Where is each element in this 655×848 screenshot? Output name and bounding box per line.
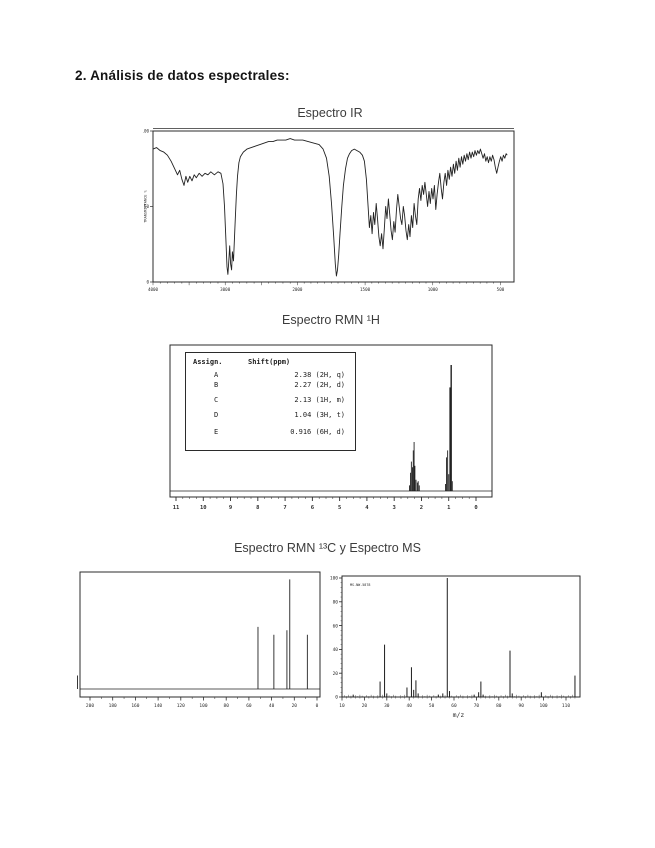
ms-x-tick-label: 40 — [406, 703, 412, 709]
ir-x-tick-label: 1500 — [360, 287, 371, 292]
c13-x-tick-label: 140 — [154, 703, 162, 709]
nmr-table-header-shift: Shift(ppm) — [248, 358, 291, 366]
c13-x-tick-label: 120 — [177, 703, 185, 709]
h1-x-tick-label: 3 — [393, 505, 396, 511]
c13-x-tick-label: 180 — [109, 703, 117, 709]
ms-x-tick-label: 100 — [540, 703, 548, 709]
h1-x-tick-label: 1 — [447, 505, 451, 511]
ir-y-tick-label: 100 — [143, 129, 149, 134]
ir-x-tick-label: 4000 — [148, 287, 159, 292]
ms-y-tick-label: 0 — [335, 695, 338, 701]
ir-y-tick-label: 0 — [146, 280, 149, 285]
ir-section-title: Espectro IR — [297, 106, 363, 120]
nmr-table-shift: 2.13 (1H, m) — [294, 396, 345, 404]
ms-y-tick-label: 20 — [333, 671, 339, 677]
h1-x-tick-label: 9 — [229, 505, 232, 511]
h1-x-tick-label: 10 — [200, 505, 207, 511]
c13nmr-spectrum-figure: 200 180 160 140 120 100 80 60 40 20 0 — [76, 570, 324, 715]
ms-plot-border — [341, 575, 581, 698]
ms-x-tick-label: 30 — [384, 703, 390, 709]
h1-x-tick-label: 5 — [338, 505, 341, 511]
h1-x-tick-label: 8 — [256, 505, 259, 511]
c13-x-tick-label: 200 — [86, 703, 94, 709]
c13-plot-border — [79, 571, 321, 698]
h1-x-tick-label: 0 — [474, 505, 477, 511]
ir-x-tick-label: 500 — [497, 287, 505, 292]
ms-spectrum-chart: 0 20 40 60 80 100 10 20 30 40 50 60 70 80 90 100 110 m/z M… — [330, 575, 581, 719]
c13-x-tick-label: 60 — [246, 703, 252, 709]
h1-x-tick-label: 2 — [420, 505, 423, 511]
ms-x-tick-label: 110 — [562, 703, 570, 709]
ms-y-tick-label: 100 — [330, 576, 338, 582]
nmr-table-assign: C — [214, 396, 219, 404]
ms-x-tick-label: 50 — [429, 703, 435, 709]
ir-x-tick-label: 2000 — [292, 287, 303, 292]
ms-corner-label: MS-NW-5878 — [350, 583, 370, 587]
ms-x-axis-label: m/z — [453, 711, 465, 719]
ms-x-tick-label: 90 — [518, 703, 524, 709]
nmr-table-header-assign: Assign. — [193, 358, 223, 366]
nmr-table-assign: B — [214, 381, 219, 389]
ir-spectrum-figure: 10050040003000200015001000500TRANSMITTAN… — [143, 126, 517, 296]
nmr-assignment-table: Assign. Shift(ppm) A 2.38 (2H, q) B 2.27 (2H,… — [185, 352, 356, 451]
ms-x-tick-label: 80 — [496, 703, 502, 709]
ms-y-tick-label: 60 — [333, 623, 339, 629]
ms-y-tick-label: 40 — [333, 647, 339, 653]
c13nmr-spectrum-chart: 200 180 160 140 120 100 80 60 40 20 0 — [77, 571, 321, 709]
ms-y-tick-label: 80 — [333, 600, 339, 606]
ms-x-tick-label: 70 — [474, 703, 480, 709]
ms-x-tick-label: 20 — [362, 703, 368, 709]
h1nmr-spectrum-chart: 11 10 9 8 7 6 5 4 3 2 1 0 — [169, 344, 493, 511]
h1-x-tick-label: 11 — [173, 505, 180, 511]
h1-x-tick-label: 6 — [311, 505, 315, 511]
ir-spectrum-chart: 10050040003000200015001000500TRANSMITTAN… — [143, 128, 515, 292]
c13ms-section-title: Espectro RMN ¹³C y Espectro MS — [234, 541, 421, 555]
c13-x-tick-label: 20 — [292, 703, 298, 709]
ir-x-tick-label: 1000 — [428, 287, 439, 292]
ir-y-tick-label: 50 — [144, 204, 150, 209]
nmr-table-shift: 2.27 (2H, d) — [294, 381, 345, 389]
nmr-table-shift: 0.916 (6H, d) — [290, 428, 345, 436]
ms-x-tick-label: 10 — [339, 703, 345, 709]
h1-x-tick-label: 7 — [283, 505, 286, 511]
nmr-table-shift: 1.04 (3H, t) — [294, 411, 345, 419]
c13-x-tick-label: 160 — [131, 703, 139, 709]
h1nmr-section-title: Espectro RMN ¹H — [282, 313, 380, 327]
nmr-table-assign: E — [214, 428, 219, 436]
h1-plot-border — [169, 344, 493, 498]
nmr-table-shift: 2.38 (2H, q) — [294, 371, 345, 379]
ir-y-axis-label: TRANSMITTANCE % — [144, 189, 148, 222]
nmr-table-assign: A — [214, 371, 219, 379]
c13-x-tick-label: 0 — [316, 703, 319, 709]
h1nmr-spectrum-figure: 11 10 9 8 7 6 5 4 3 2 1 0 — [168, 342, 494, 520]
h1-x-tick-label: 4 — [365, 505, 369, 511]
page-title: 2. Análisis de datos espectrales: — [75, 68, 290, 83]
ir-curve — [152, 138, 508, 277]
c13-x-tick-label: 40 — [269, 703, 275, 709]
ir-x-tick-label: 3000 — [220, 287, 231, 292]
ms-x-tick-label: 60 — [451, 703, 457, 709]
ir-plot-border — [152, 130, 515, 283]
c13-x-tick-label: 100 — [199, 703, 207, 709]
ms-spectrum-figure: 0 20 40 60 80 100 10 20 30 40 50 60 70 80 90 100 110 m/z M… — [328, 566, 590, 728]
nmr-table-assign: D — [214, 411, 219, 419]
c13-x-tick-label: 80 — [223, 703, 229, 709]
